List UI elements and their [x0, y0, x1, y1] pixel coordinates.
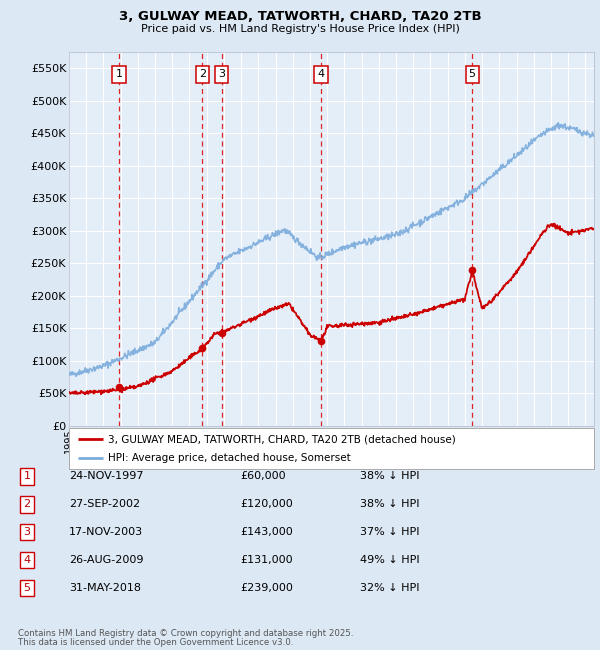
Text: 2: 2: [199, 70, 206, 79]
Text: 17-NOV-2003: 17-NOV-2003: [69, 527, 143, 538]
Text: This data is licensed under the Open Government Licence v3.0.: This data is licensed under the Open Gov…: [18, 638, 293, 647]
Text: 27-SEP-2002: 27-SEP-2002: [69, 499, 140, 510]
Text: £239,000: £239,000: [240, 583, 293, 593]
Text: 38% ↓ HPI: 38% ↓ HPI: [360, 499, 419, 510]
Text: Contains HM Land Registry data © Crown copyright and database right 2025.: Contains HM Land Registry data © Crown c…: [18, 629, 353, 638]
Text: 4: 4: [23, 555, 31, 566]
Text: 49% ↓ HPI: 49% ↓ HPI: [360, 555, 419, 566]
Text: 31-MAY-2018: 31-MAY-2018: [69, 583, 141, 593]
Text: 3, GULWAY MEAD, TATWORTH, CHARD, TA20 2TB: 3, GULWAY MEAD, TATWORTH, CHARD, TA20 2T…: [119, 10, 481, 23]
Text: £120,000: £120,000: [240, 499, 293, 510]
Text: Price paid vs. HM Land Registry's House Price Index (HPI): Price paid vs. HM Land Registry's House …: [140, 24, 460, 34]
Text: 5: 5: [469, 70, 476, 79]
Text: 26-AUG-2009: 26-AUG-2009: [69, 555, 143, 566]
Text: £60,000: £60,000: [240, 471, 286, 482]
Text: 3: 3: [23, 527, 31, 538]
Text: £143,000: £143,000: [240, 527, 293, 538]
Text: 1: 1: [23, 471, 31, 482]
Text: 37% ↓ HPI: 37% ↓ HPI: [360, 527, 419, 538]
Text: 24-NOV-1997: 24-NOV-1997: [69, 471, 143, 482]
Text: 32% ↓ HPI: 32% ↓ HPI: [360, 583, 419, 593]
Text: 1: 1: [115, 70, 122, 79]
Text: HPI: Average price, detached house, Somerset: HPI: Average price, detached house, Some…: [109, 453, 351, 463]
Text: 4: 4: [317, 70, 325, 79]
Text: 38% ↓ HPI: 38% ↓ HPI: [360, 471, 419, 482]
Text: £131,000: £131,000: [240, 555, 293, 566]
Text: 5: 5: [23, 583, 31, 593]
Text: 3, GULWAY MEAD, TATWORTH, CHARD, TA20 2TB (detached house): 3, GULWAY MEAD, TATWORTH, CHARD, TA20 2T…: [109, 434, 456, 445]
Text: 3: 3: [218, 70, 226, 79]
Text: 2: 2: [23, 499, 31, 510]
